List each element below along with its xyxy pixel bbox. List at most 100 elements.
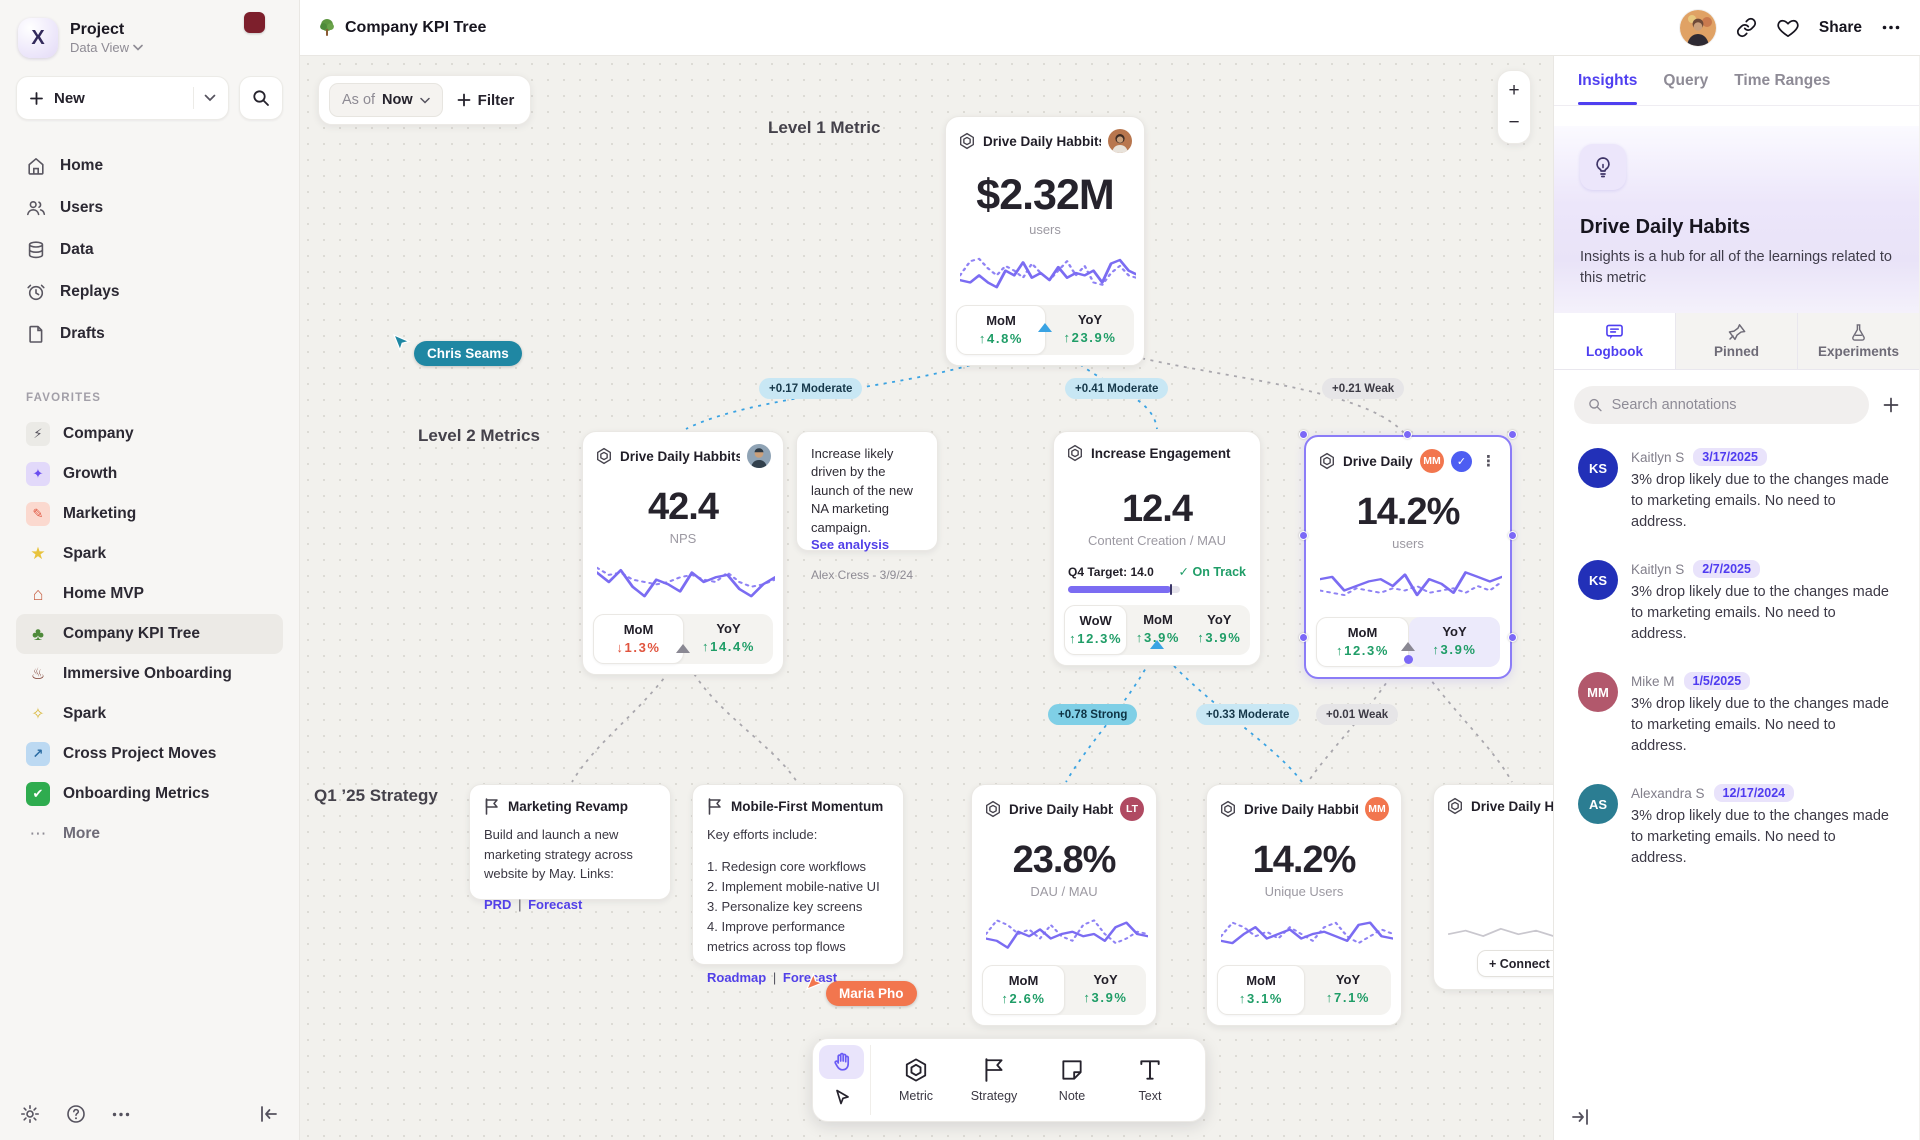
tab-experiments[interactable]: Experiments — [1797, 313, 1919, 370]
project-switcher[interactable]: X Project Data View — [16, 14, 283, 76]
sidebar-item-data[interactable]: Data — [16, 230, 283, 270]
owner-avatar[interactable] — [747, 444, 771, 468]
stat-yoy[interactable]: YoY ↑3.9% — [1409, 617, 1500, 667]
filter-button[interactable]: Filter — [457, 92, 514, 109]
chevron-down-icon[interactable] — [204, 94, 216, 102]
collapse-panel-button[interactable] — [1570, 1108, 1590, 1126]
selection-handle[interactable] — [1404, 655, 1413, 664]
sidebar-item-marketing[interactable]: ✎ Marketing — [16, 494, 283, 534]
stat-mom[interactable]: MoM ↑4.8% — [956, 305, 1046, 355]
forecast-link[interactable]: Forecast — [528, 896, 583, 912]
roadmap-link[interactable]: Roadmap — [707, 970, 767, 986]
selection-handle[interactable] — [1299, 633, 1308, 642]
annotation-search[interactable] — [1574, 386, 1869, 425]
share-button[interactable]: Share — [1818, 18, 1862, 36]
metric-card-nps[interactable]: Drive Daily Habbits 42.4 NPS MoM ↓1.3% — [582, 431, 784, 675]
collapse-sidebar-button[interactable] — [259, 1105, 279, 1123]
stat-yoy[interactable]: YoY ↑14.4% — [702, 621, 755, 654]
strategy-tool-button[interactable]: Strategy — [955, 1045, 1033, 1115]
sidebar-item-spark[interactable]: ★ Spark — [16, 534, 283, 574]
tab-time-ranges[interactable]: Time Ranges — [1734, 71, 1831, 89]
sidebar-item-replays[interactable]: Replays — [16, 272, 283, 312]
stat-yoy[interactable]: YoY ↑3.9% — [1197, 612, 1242, 645]
strategy-card-marketing-revamp[interactable]: Marketing Revamp Build and launch a new … — [469, 784, 671, 912]
metric-card-partial[interactable]: Drive Daily Hab + Connect — [1433, 784, 1553, 990]
card-menu-button[interactable]: ⋮ — [1481, 453, 1496, 470]
flag-icon — [485, 798, 498, 815]
metric-card-engagement[interactable]: Increase Engagement 12.4 Content Creatio… — [1053, 431, 1261, 666]
add-annotation-button[interactable] — [1883, 397, 1899, 413]
metric-card-dau-mau[interactable]: Drive Daily Habbits LT 23.8% DAU / MAU M… — [971, 784, 1157, 1026]
annotation-item[interactable]: MM Mike M 1/5/2025 3% drop likely due to… — [1578, 672, 1895, 757]
search-annotations-input[interactable] — [1611, 397, 1855, 414]
strategy-card-mobile-first[interactable]: Mobile-First Momentum Key efforts includ… — [692, 784, 904, 985]
prd-link[interactable]: PRD — [484, 896, 512, 912]
project-view[interactable]: Data View — [70, 40, 143, 55]
sidebar-item-spark-2[interactable]: ✧ Spark — [16, 694, 283, 734]
plus-icon — [457, 93, 471, 107]
tab-query[interactable]: Query — [1663, 71, 1709, 89]
selection-handle[interactable] — [1299, 531, 1308, 540]
hand-tool-button[interactable] — [819, 1045, 864, 1079]
kpi-tree-canvas[interactable]: As of Now Filter + − Level 1 Metric — [300, 56, 1553, 1140]
sidebar-item-more[interactable]: ⋯ More — [16, 814, 283, 854]
sidebar-item-drafts[interactable]: Drafts — [16, 314, 283, 354]
sidebar-item-immersive-onboarding[interactable]: ♨ Immersive Onboarding — [16, 654, 283, 694]
copy-link-button[interactable] — [1736, 17, 1757, 38]
sparkline-chart — [1448, 927, 1553, 938]
search-button[interactable] — [239, 76, 283, 120]
new-button[interactable]: New — [16, 76, 229, 120]
selection-handle[interactable] — [1508, 633, 1517, 642]
forecast-link[interactable]: Forecast — [782, 970, 838, 986]
tab-logbook[interactable]: Logbook — [1554, 313, 1675, 370]
favorite-button[interactable] — [1777, 18, 1799, 38]
annotation-item[interactable]: KS Kaitlyn S 3/17/2025 3% drop likely du… — [1578, 448, 1895, 533]
connect-button[interactable]: + Connect — [1477, 950, 1553, 977]
stat-mom[interactable]: MoM ↓1.3% — [593, 614, 684, 664]
text-tool-button[interactable]: Text — [1111, 1045, 1189, 1115]
metric-card-unique-users[interactable]: Drive Daily Habbits MM 14.2% Unique User… — [1206, 784, 1402, 1026]
select-tool-button[interactable] — [819, 1081, 864, 1115]
metric-card-level1[interactable]: Drive Daily Habbits $2.32M users MoM ↑4.… — [945, 116, 1145, 366]
stat-mom[interactable]: MoM ↑2.6% — [982, 965, 1065, 1015]
annotation-item[interactable]: AS Alexandra S 12/17/2024 3% drop likely… — [1578, 784, 1895, 869]
stat-yoy[interactable]: YoY ↑23.9% — [1063, 312, 1117, 345]
sidebar-item-growth[interactable]: ✦ Growth — [16, 454, 283, 494]
overflow-menu-button[interactable] — [1882, 25, 1900, 30]
selection-handle[interactable] — [1299, 430, 1308, 439]
as-of-dropdown[interactable]: As of Now — [329, 83, 443, 117]
sidebar-item-onboarding-metrics[interactable]: ✔ Onboarding Metrics — [16, 774, 283, 814]
stat-mom[interactable]: MoM ↑3.9% — [1135, 612, 1181, 645]
user-avatar[interactable] — [1679, 9, 1716, 46]
sidebar-item-home[interactable]: Home — [16, 146, 283, 186]
gear-icon — [21, 1105, 39, 1123]
see-analysis-link[interactable]: See analysis — [811, 537, 890, 553]
sidebar-item-cross-project-moves[interactable]: ↗ Cross Project Moves — [16, 734, 283, 774]
help-button[interactable] — [66, 1104, 86, 1124]
zoom-out-button[interactable]: − — [1508, 112, 1520, 133]
stat-yoy[interactable]: YoY ↑7.1% — [1325, 972, 1371, 1005]
note-tool-button[interactable]: Note — [1033, 1045, 1111, 1115]
sidebar-item-home-mvp[interactable]: ⌂ Home MVP — [16, 574, 283, 614]
sidebar-item-users[interactable]: Users — [16, 188, 283, 228]
settings-button[interactable] — [20, 1104, 40, 1124]
sidebar-item-company-kpi-tree[interactable]: ♣ Company KPI Tree — [16, 614, 283, 654]
workspace-badge[interactable] — [244, 12, 265, 33]
selection-handle[interactable] — [1508, 531, 1517, 540]
stat-mom[interactable]: MoM ↑12.3% — [1316, 617, 1409, 667]
stat-yoy[interactable]: YoY ↑3.9% — [1083, 972, 1128, 1005]
tab-insights[interactable]: Insights — [1578, 56, 1638, 105]
sidebar-item-company[interactable]: ⚡ Company — [16, 414, 283, 454]
annotation-item[interactable]: KS Kaitlyn S 2/7/2025 3% drop likely due… — [1578, 560, 1895, 645]
zoom-in-button[interactable]: + — [1508, 80, 1520, 101]
stat-wow[interactable]: WoW ↑12.3% — [1064, 605, 1128, 655]
stat-mom[interactable]: MoM ↑3.1% — [1217, 965, 1305, 1015]
selection-handle[interactable] — [1403, 430, 1412, 439]
more-button[interactable] — [112, 1112, 130, 1117]
selection-handle[interactable] — [1508, 430, 1517, 439]
metric-tool-button[interactable]: Metric — [877, 1045, 955, 1115]
collapse-left-icon — [261, 1106, 277, 1122]
owner-avatar[interactable] — [1108, 129, 1132, 153]
tab-pinned[interactable]: Pinned — [1675, 313, 1797, 370]
annotation-note[interactable]: Increase likely driven by the launch of … — [796, 431, 938, 582]
